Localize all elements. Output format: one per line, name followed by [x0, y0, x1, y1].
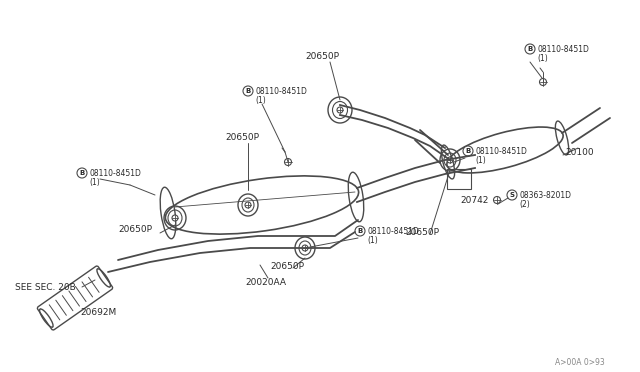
FancyArrowPatch shape: [49, 305, 60, 320]
Circle shape: [507, 190, 517, 200]
Text: 20650P: 20650P: [405, 228, 439, 237]
Text: (1): (1): [475, 156, 486, 165]
Text: 20692M: 20692M: [80, 308, 116, 317]
FancyArrowPatch shape: [62, 296, 73, 311]
Text: B: B: [527, 46, 532, 52]
Text: B: B: [245, 88, 251, 94]
Circle shape: [355, 226, 365, 236]
Text: 08110-8451D: 08110-8451D: [475, 147, 527, 156]
Text: B: B: [357, 228, 363, 234]
Text: 20650P: 20650P: [305, 52, 339, 61]
Circle shape: [337, 107, 343, 113]
Text: 08110-8451D: 08110-8451D: [537, 45, 589, 54]
Circle shape: [245, 202, 251, 208]
Text: 08110-8451D: 08110-8451D: [367, 227, 419, 236]
FancyArrowPatch shape: [56, 300, 67, 315]
Circle shape: [243, 86, 253, 96]
Text: SEE SEC. 20B: SEE SEC. 20B: [15, 283, 76, 292]
Text: (1): (1): [537, 54, 548, 63]
Circle shape: [77, 168, 87, 178]
Circle shape: [493, 196, 500, 203]
FancyArrowPatch shape: [82, 282, 93, 297]
Circle shape: [540, 78, 547, 86]
Text: A>00A 0>93: A>00A 0>93: [555, 358, 605, 367]
Circle shape: [525, 44, 535, 54]
Text: (1): (1): [367, 236, 378, 245]
Text: 08110-8451D: 08110-8451D: [255, 87, 307, 96]
Circle shape: [172, 215, 178, 221]
Text: 20100: 20100: [565, 148, 594, 157]
Text: 20742: 20742: [460, 196, 488, 205]
Text: 08363-8201D: 08363-8201D: [519, 191, 571, 200]
FancyArrowPatch shape: [88, 277, 99, 292]
Circle shape: [447, 157, 453, 163]
Text: B: B: [465, 148, 470, 154]
Text: S: S: [509, 192, 515, 198]
FancyArrowPatch shape: [69, 291, 79, 306]
Text: (1): (1): [255, 96, 266, 105]
Circle shape: [463, 146, 473, 156]
FancyArrowPatch shape: [76, 286, 86, 302]
Text: (1): (1): [89, 178, 100, 187]
Text: B: B: [79, 170, 84, 176]
Text: (2): (2): [519, 200, 530, 209]
Text: 20650P: 20650P: [270, 262, 304, 271]
Circle shape: [302, 245, 308, 251]
Text: 20650P: 20650P: [118, 225, 152, 234]
Text: 20020AA: 20020AA: [245, 278, 286, 287]
Circle shape: [285, 158, 291, 166]
Text: 20650P: 20650P: [225, 133, 259, 142]
Text: 08110-8451D: 08110-8451D: [89, 169, 141, 178]
